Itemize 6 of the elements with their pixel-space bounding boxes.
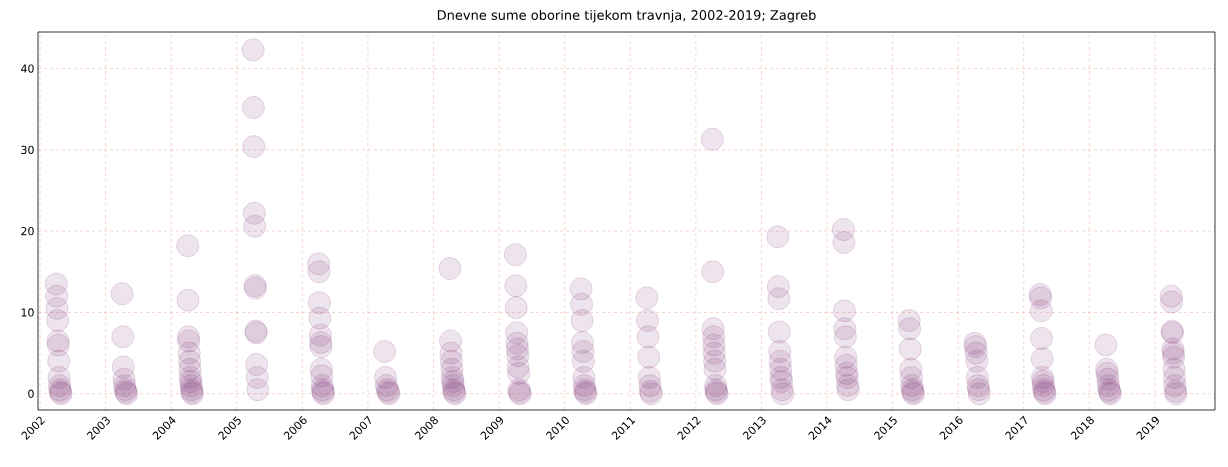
- chart-title: Dnevne sume oborine tijekom travnja, 2002-2019; Zagreb: [437, 9, 816, 23]
- y-tick-label: 10: [21, 308, 34, 317]
- y-tick-label: 0: [28, 389, 34, 398]
- y-tick-label: 40: [21, 64, 34, 73]
- y-tick-label: 30: [21, 145, 34, 155]
- y-tick-label: 20: [21, 227, 34, 236]
